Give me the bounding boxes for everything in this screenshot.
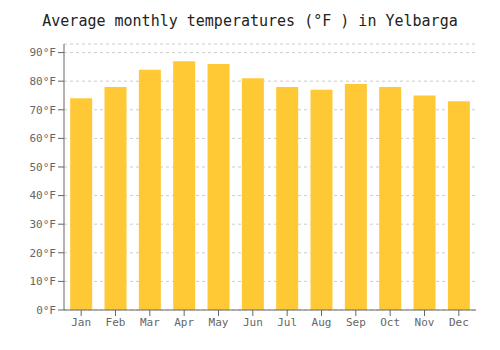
svg-text:60°F: 60°F [30,132,57,145]
svg-text:Aug: Aug [312,316,332,329]
svg-text:70°F: 70°F [30,104,57,117]
svg-text:Jun: Jun [243,316,263,329]
svg-text:Dec: Dec [449,316,469,329]
svg-text:20°F: 20°F [30,247,57,260]
html-text:Average monthly temperatures (: Average monthly temperatures (°F ) in Ye… [42,12,458,30]
svg-text:Jan: Jan [71,316,91,329]
svg-text:Jul: Jul [277,316,297,329]
svg-text:80°F: 80°F [30,75,57,88]
svg-text:90°F: 90°F [30,46,57,59]
svg-text:Oct: Oct [380,316,400,329]
svg-text:10°F: 10°F [30,275,57,288]
svg-text:Nov: Nov [415,316,435,329]
svg-text:50°F: 50°F [30,161,57,174]
svg-text:40°F: 40°F [30,189,57,202]
svg-text:May: May [209,316,229,329]
svg-text:Sep: Sep [346,316,366,329]
svg-text:30°F: 30°F [30,218,57,231]
svg-text:Mar: Mar [140,316,160,329]
svg-text:0°F: 0°F [36,304,56,317]
svg-text:Apr: Apr [174,316,194,329]
svg-text:Feb: Feb [106,316,126,329]
